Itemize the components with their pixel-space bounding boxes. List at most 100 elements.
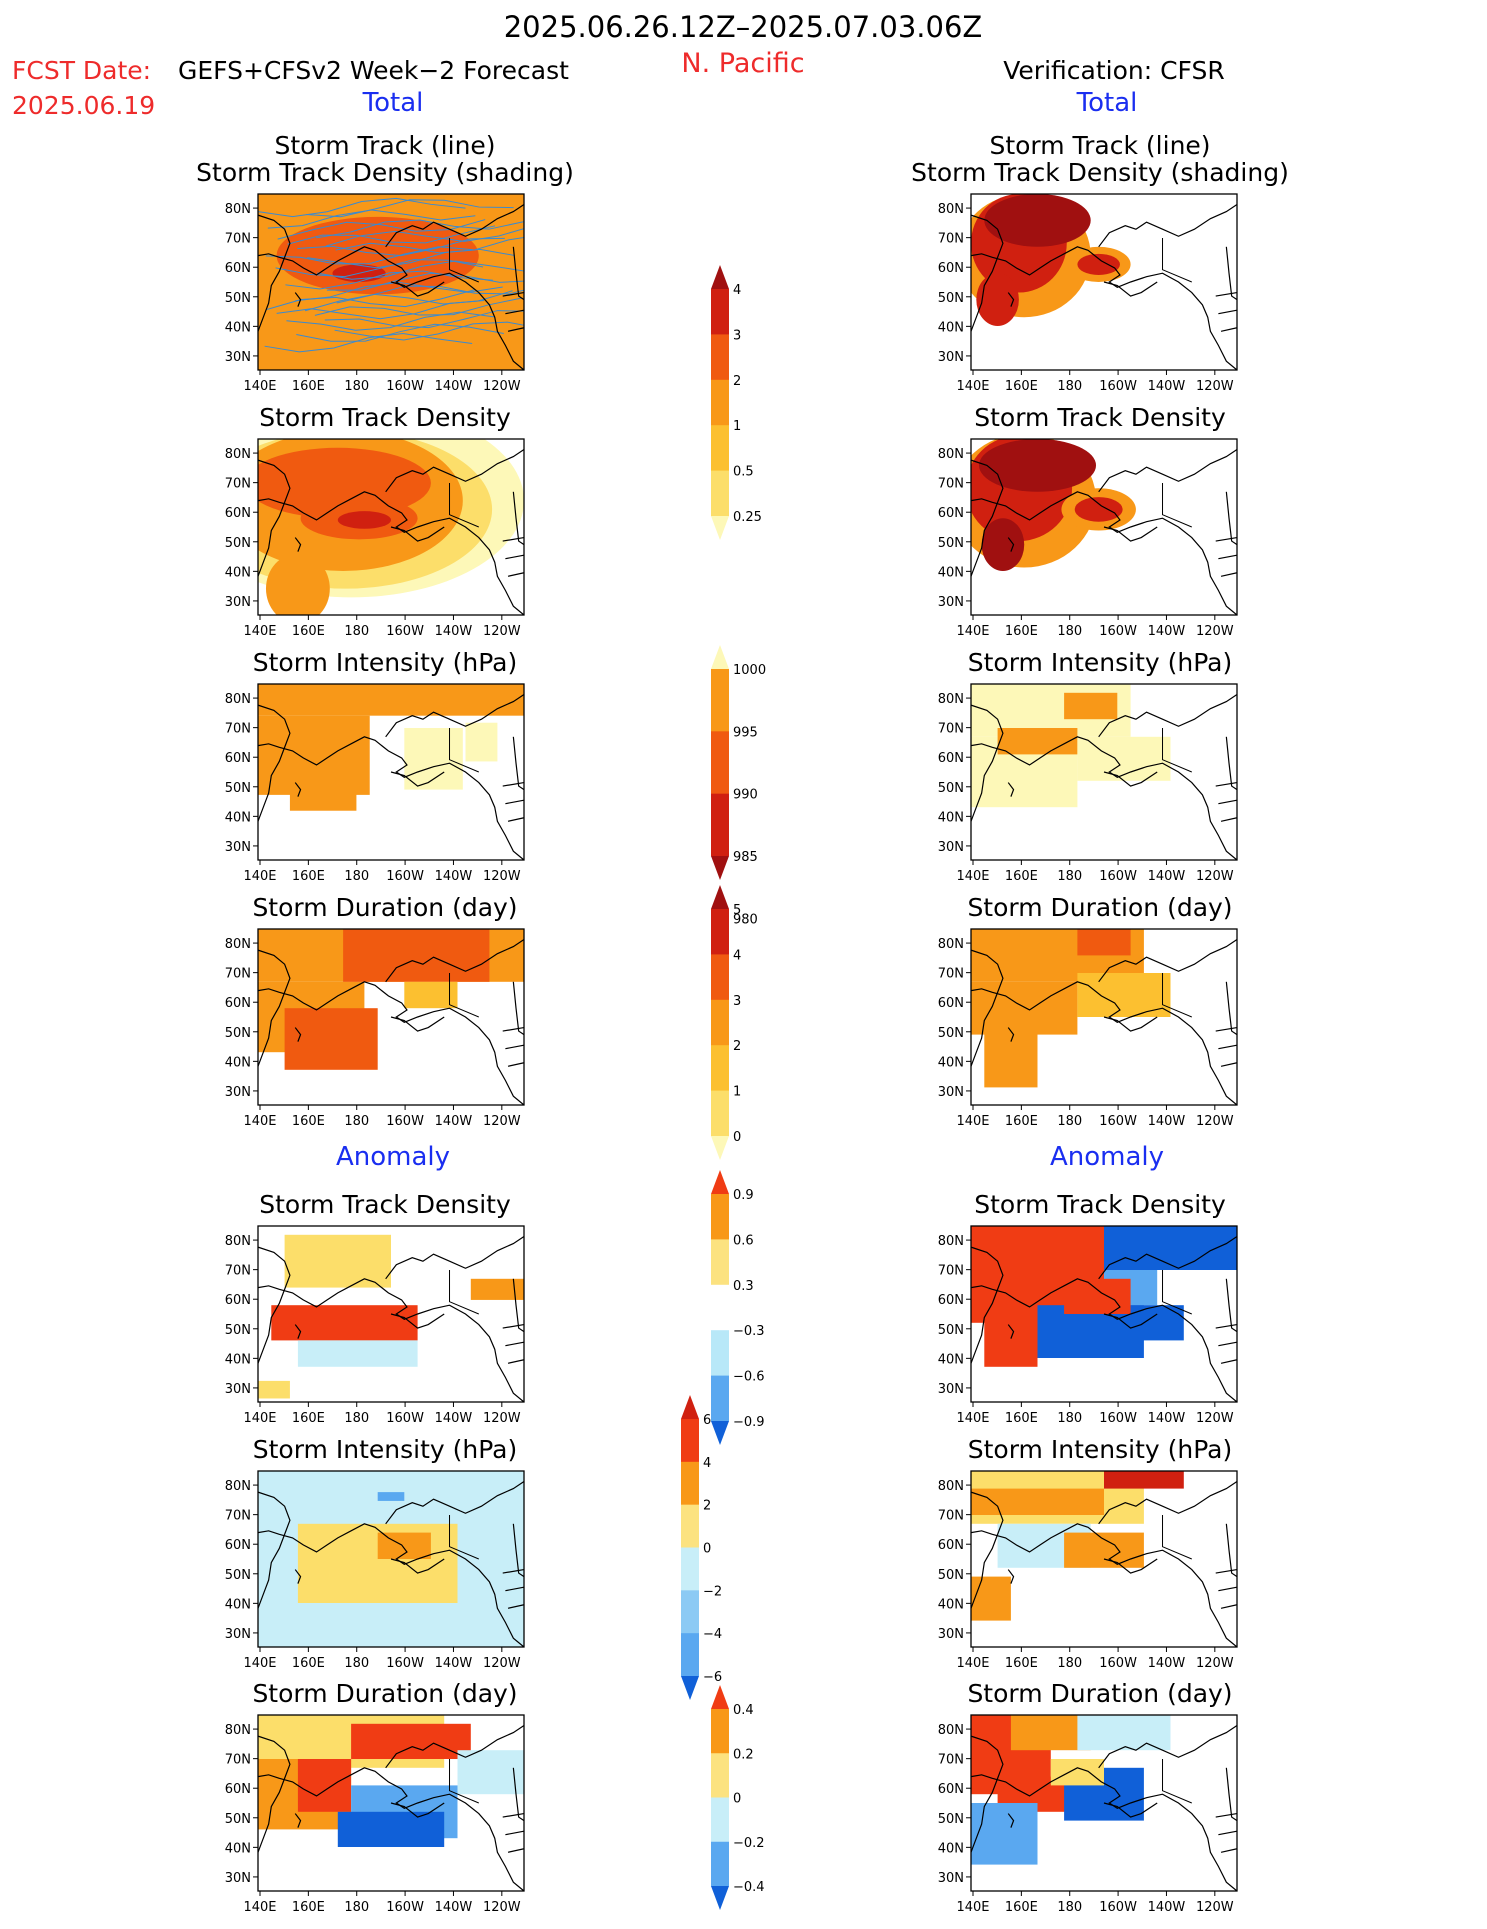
shading-cell: [271, 1305, 418, 1341]
coastline: [1225, 1278, 1238, 1333]
lat-tick-label: 70N: [225, 1509, 251, 1524]
storm-track: [306, 199, 514, 218]
lon-tick-label: 120W: [483, 624, 521, 639]
lon-tick-label: 140W: [435, 1114, 473, 1129]
coastline: [257, 246, 525, 371]
shading-layer: [971, 1226, 1237, 1367]
coastline: [970, 1735, 1004, 1853]
coastline: [507, 817, 525, 822]
border-line: [449, 1515, 479, 1560]
colorbar-segment: [681, 1590, 699, 1634]
coastline: [970, 246, 1238, 371]
coastline: [512, 491, 525, 546]
lat-tick-label: 50N: [225, 536, 251, 551]
colorbar-tip-bottom: [711, 1421, 729, 1445]
coastline: [385, 449, 525, 493]
colorbar-segment: [711, 425, 729, 472]
lat-tick-label: 40N: [225, 810, 251, 825]
lon-tick-label: 160E: [1005, 624, 1038, 639]
lat-tick-label: 60N: [225, 1293, 251, 1308]
lon-tick-label: 120W: [483, 1656, 521, 1671]
colorbar-anom-density: 0.9 0.6 0.3 −0.3 −0.6 −0.9: [711, 1170, 765, 1445]
lon-tick-label: 160W: [386, 1900, 424, 1915]
map-frame: [257, 928, 525, 1106]
map-panel-track-density-verification: 80N 70N 60N 50N 40N 30N 140E 160E 180 160W 140W 120…: [938, 438, 1238, 639]
coastline: [257, 214, 291, 332]
border-line: [449, 1759, 479, 1804]
map-frame: [257, 193, 525, 371]
coastline: [390, 1558, 445, 1574]
shading-cell: [1077, 253, 1120, 275]
lon-tick-label: 120W: [1196, 624, 1234, 639]
coastline: [512, 1767, 525, 1822]
coastline: [1220, 1604, 1238, 1609]
coastline: [1220, 1062, 1238, 1067]
colorbar-label: −0.3: [733, 1324, 765, 1339]
coastline: [1225, 246, 1238, 301]
shading-cell: [377, 1532, 431, 1559]
lon-tick-label: 180: [344, 624, 369, 639]
coastline: [505, 309, 525, 315]
map-panel-track-line-forecast: 80N 70N 60N 50N 40N 30N 140E 160E 180 160W 140W 120…: [225, 193, 525, 394]
lon-tick-label: 160E: [1005, 379, 1038, 394]
map-frame: [257, 438, 525, 616]
shading-layer: [297, 1492, 458, 1603]
coastline: [970, 704, 1004, 822]
coastline: [1098, 1481, 1238, 1525]
colorbar-label: −0.6: [733, 1370, 765, 1385]
border-line: [1162, 483, 1192, 528]
coastline: [505, 1830, 525, 1836]
coastline: [507, 1062, 525, 1067]
lat-tick-label: 80N: [938, 1234, 964, 1249]
coastline: [1098, 939, 1238, 983]
shading-layer: [971, 1471, 1184, 1621]
lat-tick-label: 40N: [225, 1055, 251, 1070]
lat-tick-label: 50N: [938, 291, 964, 306]
coastline: [507, 1848, 525, 1853]
map-frame: [970, 1470, 1238, 1648]
storm-track: [324, 310, 524, 329]
coastline: [970, 459, 1004, 577]
colorbar-label: −0.2: [733, 1836, 765, 1851]
lat-tick-label: 80N: [225, 692, 251, 707]
lat-tick-label: 50N: [938, 781, 964, 796]
lon-tick-label: 160W: [1099, 869, 1137, 884]
lat-tick-label: 80N: [938, 937, 964, 952]
storm-track: [316, 260, 524, 280]
lon-tick-label: 160E: [292, 379, 325, 394]
title-anom-intensity-verif: Storm Intensity (hPa): [968, 1435, 1233, 1464]
colorbar-segment: [711, 1709, 729, 1754]
shading-cell: [337, 511, 391, 529]
coastline: [385, 939, 525, 983]
lat-tick-label: 30N: [225, 595, 251, 610]
coastline: [257, 491, 525, 616]
lon-tick-label: 160W: [1099, 1900, 1137, 1915]
colorbar-label: 0.6: [733, 1233, 754, 1248]
shading-layer: [258, 684, 524, 811]
colorbar-segment: [681, 1461, 699, 1506]
lon-tick-label: 160W: [386, 1114, 424, 1129]
coastline: [505, 1586, 525, 1592]
lat-tick-label: 30N: [938, 1627, 964, 1642]
lon-tick-label: 160W: [386, 1411, 424, 1426]
shading-cell: [981, 518, 1025, 571]
map-panel-duration-verification: 80N 70N 60N 50N 40N 30N 140E 160E 180 160W 140W 120…: [938, 928, 1238, 1129]
lon-tick-label: 140E: [243, 869, 276, 884]
colorbar-segment: [681, 1633, 699, 1677]
colorbar-label: 0.9: [733, 1188, 754, 1203]
coastline: [1225, 1523, 1238, 1578]
colorbar-segment: [681, 1504, 699, 1548]
lat-tick-label: 30N: [938, 350, 964, 365]
shading-cell: [984, 1025, 1038, 1088]
colorbar-tip-bottom: [711, 516, 729, 540]
storm-track: [286, 311, 495, 331]
lon-tick-label: 120W: [1196, 1900, 1234, 1915]
map-frame: [970, 193, 1238, 371]
colorbar-tip-top: [711, 885, 729, 909]
lat-tick-label: 70N: [225, 1753, 251, 1768]
coastline: [1220, 1848, 1238, 1853]
coastline: [294, 1324, 302, 1339]
map-panel-duration-forecast: 80N 70N 60N 50N 40N 30N 140E 160E 180 160W 140W 120…: [225, 928, 525, 1129]
coastline: [294, 292, 302, 307]
coastline: [1103, 1313, 1158, 1329]
